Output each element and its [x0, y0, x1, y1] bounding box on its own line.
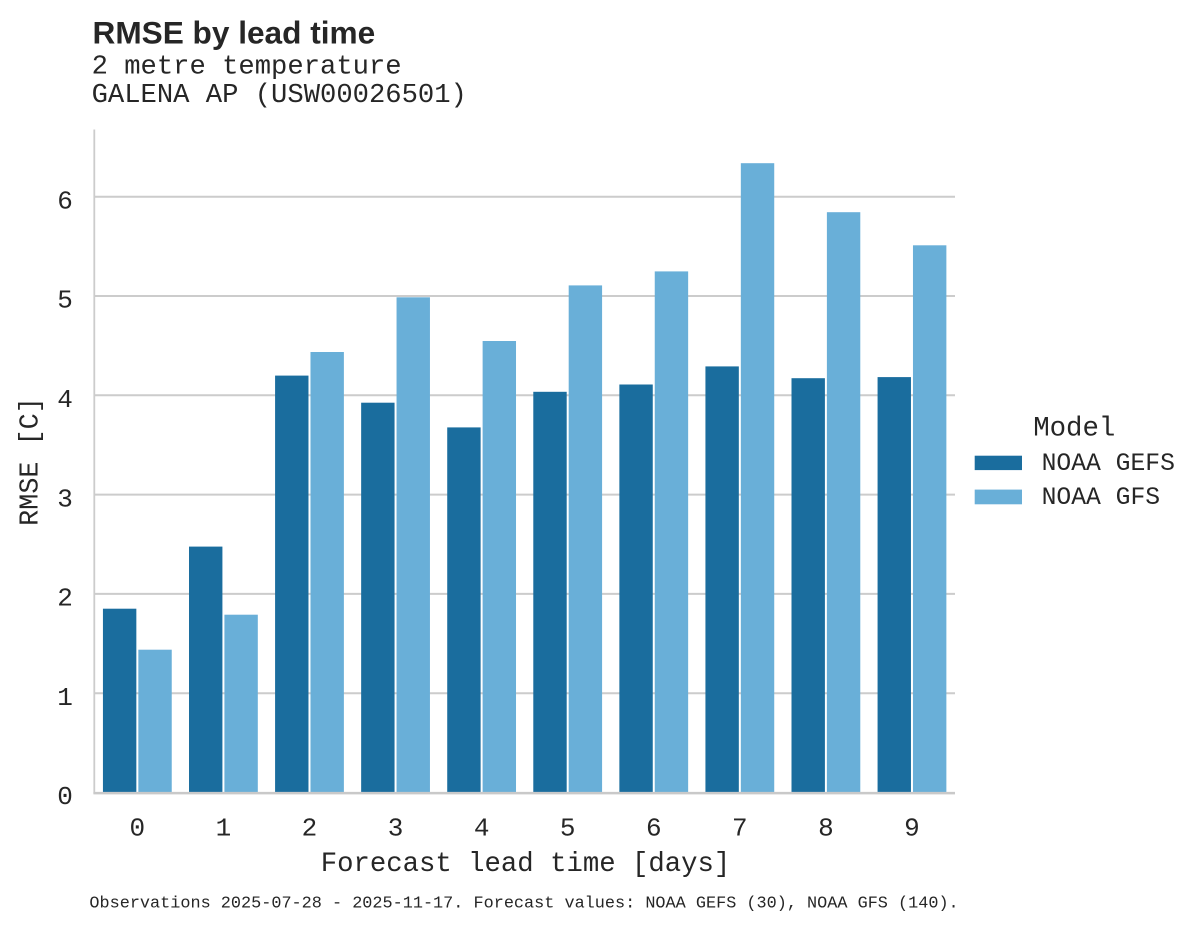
svg-text:2: 2	[302, 814, 318, 844]
svg-text:2 metre temperature: 2 metre temperature	[92, 52, 402, 83]
svg-text:1: 1	[57, 683, 73, 713]
svg-text:7: 7	[732, 814, 748, 844]
svg-text:RMSE [C]: RMSE [C]	[17, 397, 47, 526]
svg-text:Model: Model	[1033, 413, 1115, 444]
svg-text:6: 6	[646, 814, 662, 844]
svg-text:0: 0	[57, 782, 73, 812]
svg-text:8: 8	[818, 814, 834, 844]
svg-text:2: 2	[57, 584, 73, 614]
svg-text:3: 3	[388, 814, 404, 844]
svg-text:9: 9	[904, 814, 920, 844]
svg-text:4: 4	[57, 385, 73, 415]
svg-text:1: 1	[216, 814, 232, 844]
svg-text:5: 5	[560, 814, 576, 844]
svg-text:5: 5	[57, 286, 73, 316]
svg-text:0: 0	[130, 814, 146, 844]
svg-text:6: 6	[57, 186, 73, 216]
svg-text:Observations 2025-07-28 - 2025: Observations 2025-07-28 - 2025-11-17. Fo…	[89, 895, 958, 914]
svg-text:RMSE by lead time: RMSE by lead time	[93, 14, 376, 50]
svg-text:NOAA GFS: NOAA GFS	[1042, 484, 1161, 512]
svg-text:Forecast lead time [days]: Forecast lead time [days]	[321, 849, 731, 880]
svg-text:3: 3	[57, 484, 73, 514]
svg-text:4: 4	[474, 814, 490, 844]
svg-text:GALENA AP (USW00026501): GALENA AP (USW00026501)	[92, 80, 467, 111]
svg-text:NOAA GEFS: NOAA GEFS	[1042, 450, 1175, 478]
